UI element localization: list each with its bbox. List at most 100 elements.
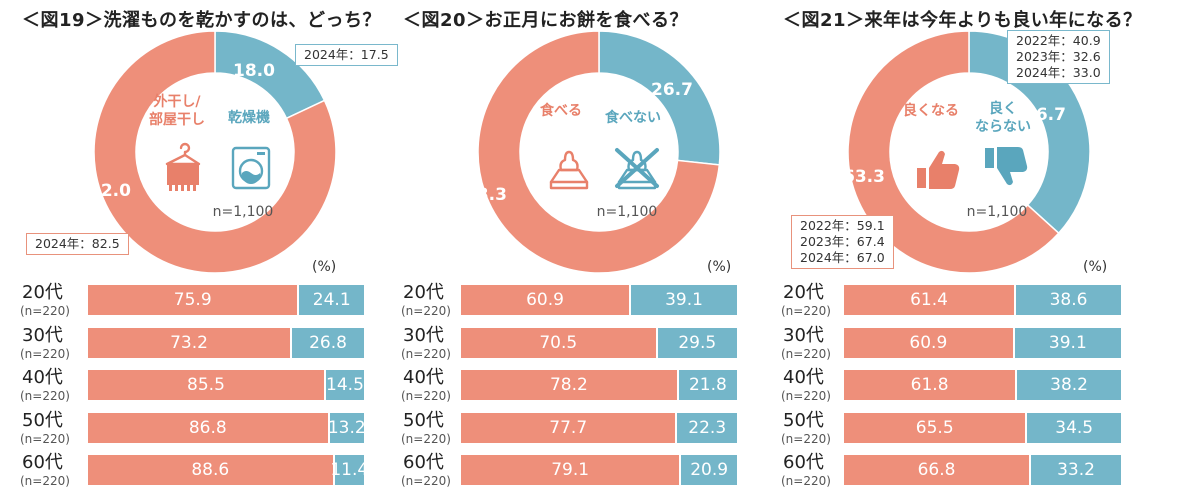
age-group-label: 30代 (783, 324, 824, 346)
percent-unit: (%) (707, 259, 732, 275)
bar-segment-secondary: 14.5 (323, 370, 364, 400)
category-label-secondary: 乾燥機 (228, 109, 270, 126)
percent-unit: (%) (1083, 259, 1108, 275)
stacked-bar: 75.9 24.1 (88, 285, 364, 315)
age-row: 60代 (n=220) 79.1 20.9 (401, 452, 803, 488)
slice-value-primary: 63.3 (843, 167, 885, 187)
row-sample-size: (n=220) (781, 474, 831, 488)
stacked-bar: 78.2 21.8 (461, 370, 737, 400)
row-sample-size: (n=220) (401, 346, 451, 361)
sample-size-label: n=1,100 (597, 204, 658, 220)
row-sample-size: (n=220) (401, 389, 451, 403)
hanger-towel-icon (165, 142, 201, 191)
slice-value-primary: 82.0 (89, 181, 131, 201)
stacked-bar: 77.7 22.3 (461, 412, 737, 443)
bar-segment-primary: 75.9 (88, 285, 298, 315)
category-label-secondary: 良くならない (975, 100, 1031, 135)
slice-value-primary: 73.3 (465, 185, 507, 205)
stacked-bar: 61.4 38.6 (844, 285, 1121, 315)
slice-value-secondary: 18.0 (233, 61, 275, 81)
age-row: 30代 (n=220) 73.2 26.8 (20, 325, 422, 361)
stacked-bar: 66.8 33.2 (844, 455, 1121, 485)
stacked-bar: 86.8 13.2 (88, 412, 366, 443)
bar-segment-secondary: 38.6 (1014, 285, 1121, 315)
age-row: 40代 (n=220) 85.5 14.5 (20, 367, 422, 403)
bar-segment-primary: 88.6 (88, 455, 333, 485)
category-label-primary: 食べる (540, 102, 582, 119)
row-sample-size: (n=220) (20, 304, 70, 318)
bar-segment-secondary: 24.1 (297, 285, 364, 315)
bar-segment-secondary: 26.8 (290, 327, 364, 358)
stacked-bar: 60.9 39.1 (844, 327, 1121, 358)
bar-segment-secondary: 20.9 (679, 455, 737, 485)
age-group-label: 40代 (22, 367, 63, 388)
bar-segment-secondary: 39.1 (629, 285, 737, 315)
bar-segment-primary: 61.4 (844, 285, 1015, 315)
stacked-bar: 61.8 38.2 (844, 370, 1121, 400)
stacked-bar: 88.6 11.4 (88, 455, 368, 485)
bar-segment-secondary: 22.3 (675, 412, 737, 443)
chart-title: ＜図20＞お正月にお餅を食べる？ (403, 10, 689, 31)
bar-segment-primary: 78.2 (461, 370, 677, 400)
donut-slice-primary (93, 30, 337, 274)
age-row: 40代 (n=220) 61.8 38.2 (781, 367, 1183, 403)
chart-title: ＜図19＞洗濯ものを乾かすのは、どっち？ (22, 10, 382, 31)
age-group-label: 60代 (22, 452, 63, 473)
bar-segment-secondary: 11.4 (330, 455, 368, 485)
age-group-label: 50代 (403, 409, 444, 431)
age-row: 40代 (n=220) 78.2 21.8 (401, 367, 803, 403)
bar-segment-secondary: 39.1 (1012, 327, 1121, 358)
historical-callout: 2022年：59.1 2023年：67.4 2024年：67.0 (791, 215, 894, 269)
age-row: 20代 (n=220) 61.4 38.6 (781, 282, 1183, 318)
donut-slice-secondary (598, 30, 721, 166)
donut-chart: 73.3 26.7 食べる 食べない n=1,100 (465, 30, 721, 274)
historical-callout: 2022年：40.9 2023年：32.6 2024年：33.0 (1007, 30, 1110, 84)
bar-segment-secondary: 33.2 (1029, 455, 1121, 485)
age-group-label: 60代 (783, 452, 824, 473)
age-row: 50代 (n=220) 65.5 34.5 (781, 409, 1183, 446)
donut-slice-primary (847, 30, 1060, 274)
age-group-label: 50代 (783, 409, 824, 431)
age-group-label: 20代 (403, 282, 444, 303)
chart-panel-next-year: ＜図21＞来年は今年よりも良い年になる？ 63.3 36.7 良くなる 良くならない n=… (781, 0, 1183, 502)
row-sample-size: (n=220) (20, 346, 70, 361)
row-sample-size: (n=220) (20, 474, 70, 488)
bar-segment-primary: 60.9 (461, 285, 630, 315)
row-sample-size: (n=220) (401, 431, 451, 446)
stacked-bar: 65.5 34.5 (844, 412, 1121, 443)
bar-segment-secondary: 34.5 (1025, 412, 1121, 443)
bar-segment-secondary: 29.5 (655, 327, 737, 358)
age-group-label: 40代 (403, 367, 444, 388)
stacked-bar: 60.9 39.1 (461, 285, 737, 315)
age-group-label: 30代 (403, 324, 444, 346)
row-sample-size: (n=220) (401, 304, 451, 318)
stacked-bar: 70.5 29.5 (461, 327, 737, 358)
bar-segment-secondary: 13.2 (327, 412, 366, 443)
age-group-label: 20代 (783, 282, 824, 303)
category-label-primary: 外干し/部屋干し (149, 93, 205, 128)
age-group-label: 20代 (22, 282, 63, 303)
row-sample-size: (n=220) (781, 389, 831, 403)
historical-callout: 2024年：82.5 (26, 233, 129, 255)
age-group-label: 60代 (403, 452, 444, 473)
category-label-primary: 良くなる (903, 102, 959, 119)
age-group-label: 40代 (783, 367, 824, 388)
age-group-label: 50代 (22, 409, 63, 431)
age-row: 30代 (n=220) 70.5 29.5 (401, 324, 803, 361)
slice-value-secondary: 26.7 (651, 80, 693, 100)
bar-segment-primary: 85.5 (88, 370, 324, 400)
bar-segment-primary: 65.5 (844, 412, 1026, 443)
bar-segment-primary: 86.8 (88, 412, 328, 443)
thumbs-up-icon (917, 150, 960, 189)
donut-slice-primary (477, 30, 721, 274)
bar-segment-primary: 73.2 (88, 327, 291, 358)
dryer-icon (231, 146, 271, 190)
thumbs-down-icon (985, 147, 1028, 186)
stacked-bar: 79.1 20.9 (461, 455, 737, 485)
stacked-bar: 73.2 26.8 (88, 327, 364, 358)
row-sample-size: (n=220) (781, 431, 831, 446)
category-label-secondary: 食べない (605, 109, 661, 126)
sample-size-label: n=1,100 (967, 204, 1028, 220)
row-sample-size: (n=220) (401, 474, 451, 488)
bar-segment-secondary: 21.8 (676, 370, 737, 400)
